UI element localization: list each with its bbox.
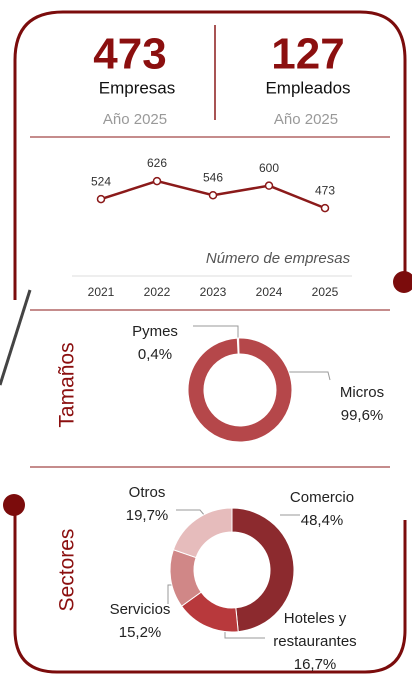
value-label: 19,7%: [125, 507, 169, 524]
data-label: 600: [259, 161, 279, 175]
point: [264, 181, 274, 190]
donut-slice: [231, 507, 295, 633]
point: [152, 176, 162, 186]
data-label: 524: [91, 174, 111, 188]
category-label: Hoteles y restaurantes: [273, 610, 357, 650]
x-tick-label: 2021: [88, 285, 115, 299]
x-tick-label: 2024: [256, 285, 283, 299]
chart-title: Sectores: [56, 529, 79, 612]
annotation: Número de empresas: [206, 250, 351, 267]
chart-title: Tamaños: [56, 342, 79, 427]
data-label: 626: [147, 156, 167, 170]
category-label: Otros: [128, 484, 166, 501]
decor-dot: [393, 271, 412, 293]
value-label: 48,4%: [300, 512, 344, 529]
frame: [13, 505, 407, 674]
donut-slice: [187, 337, 293, 443]
x-tick-label: 2025: [312, 285, 339, 299]
data-label: 546: [203, 170, 223, 184]
kpi-label: Empresas: [99, 78, 176, 97]
kpi-value: 473: [93, 30, 166, 79]
category-label: Micros: [339, 384, 385, 401]
kpi-label: Empleados: [265, 78, 350, 97]
value-label: 15,2%: [118, 624, 162, 641]
point: [320, 203, 330, 213]
kpi-period: Año 2025: [103, 111, 167, 128]
value-label: 99,6%: [340, 407, 384, 424]
decor-dot: [3, 494, 25, 516]
data-label: 473: [315, 183, 335, 197]
point: [208, 190, 218, 200]
donut-slice: [172, 507, 233, 559]
category-label: Comercio: [289, 489, 355, 506]
kpi-period: Año 2025: [274, 111, 338, 128]
x-tick-label: 2022: [144, 285, 171, 299]
value-label: 0,4%: [137, 346, 173, 363]
value-label: 16,7%: [293, 656, 337, 673]
frame: [13, 10, 407, 300]
kpi-value: 127: [271, 30, 344, 79]
point: [96, 194, 106, 204]
category-label: Servicios: [109, 601, 171, 618]
x-tick-label: 2023: [200, 285, 227, 299]
decor-line: [0, 289, 32, 386]
category-label: Pymes: [132, 323, 178, 340]
